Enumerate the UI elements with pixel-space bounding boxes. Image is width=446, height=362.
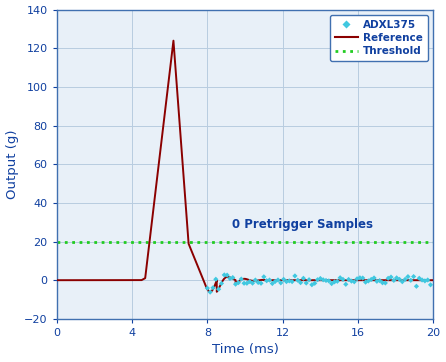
Point (399, 279, 406, 285)
Point (257, 280, 264, 286)
Point (283, 279, 290, 285)
Point (286, 278, 293, 284)
Point (300, 275, 307, 281)
Point (238, 276, 245, 282)
Point (362, 279, 369, 285)
Point (227, 275, 234, 281)
Point (235, 280, 242, 286)
Point (223, 272, 231, 278)
Point (212, 276, 219, 282)
Point (348, 278, 355, 284)
Point (384, 275, 392, 281)
Point (342, 281, 349, 287)
Point (320, 277, 327, 283)
Point (376, 278, 383, 283)
Point (427, 282, 434, 288)
Point (297, 280, 304, 286)
Point (354, 276, 361, 282)
Point (371, 275, 378, 281)
Point (252, 277, 259, 283)
Point (244, 280, 251, 286)
X-axis label: Time (ms): Time (ms) (211, 344, 278, 357)
Point (263, 278, 270, 283)
Point (331, 279, 338, 285)
Point (255, 279, 262, 285)
Point (322, 278, 330, 283)
Point (308, 282, 315, 288)
Point (294, 277, 301, 283)
Point (424, 277, 431, 283)
Point (272, 279, 279, 285)
Point (401, 277, 409, 282)
Point (418, 277, 425, 283)
Point (274, 277, 281, 283)
Point (277, 280, 285, 286)
Legend: ADXL375, Reference, Threshold: ADXL375, Reference, Threshold (330, 15, 428, 62)
Point (260, 274, 268, 280)
Point (311, 281, 318, 286)
Point (337, 275, 344, 281)
Point (382, 280, 389, 286)
Point (379, 280, 386, 286)
Point (206, 289, 214, 295)
Point (365, 278, 372, 284)
Point (280, 277, 287, 282)
Point (359, 275, 366, 281)
Point (210, 285, 217, 291)
Point (373, 278, 380, 284)
Point (306, 277, 313, 283)
Text: 0 Pretrigger Samples: 0 Pretrigger Samples (232, 218, 373, 231)
Point (303, 280, 310, 286)
Point (405, 274, 412, 279)
Point (215, 286, 222, 292)
Point (339, 277, 347, 282)
Point (421, 278, 429, 284)
Point (356, 275, 363, 281)
Point (317, 275, 324, 281)
Point (221, 272, 228, 278)
Point (291, 273, 298, 279)
Point (345, 277, 352, 282)
Point (218, 281, 225, 286)
Point (246, 279, 253, 285)
Point (229, 275, 236, 281)
Point (413, 283, 420, 289)
Point (240, 280, 248, 286)
Point (393, 275, 400, 281)
Point (232, 281, 239, 287)
Point (407, 277, 414, 283)
Point (334, 278, 341, 284)
Point (388, 274, 395, 280)
Point (390, 277, 397, 283)
Point (266, 277, 273, 283)
Point (368, 277, 375, 282)
Point (396, 277, 403, 282)
Point (249, 280, 256, 286)
Point (351, 279, 358, 285)
Point (269, 281, 276, 286)
Point (204, 285, 211, 291)
Y-axis label: Output (g): Output (g) (5, 130, 19, 199)
Point (410, 274, 417, 279)
Point (289, 279, 296, 285)
Point (314, 277, 321, 283)
Point (325, 278, 332, 284)
Point (328, 281, 335, 287)
Point (416, 275, 423, 281)
